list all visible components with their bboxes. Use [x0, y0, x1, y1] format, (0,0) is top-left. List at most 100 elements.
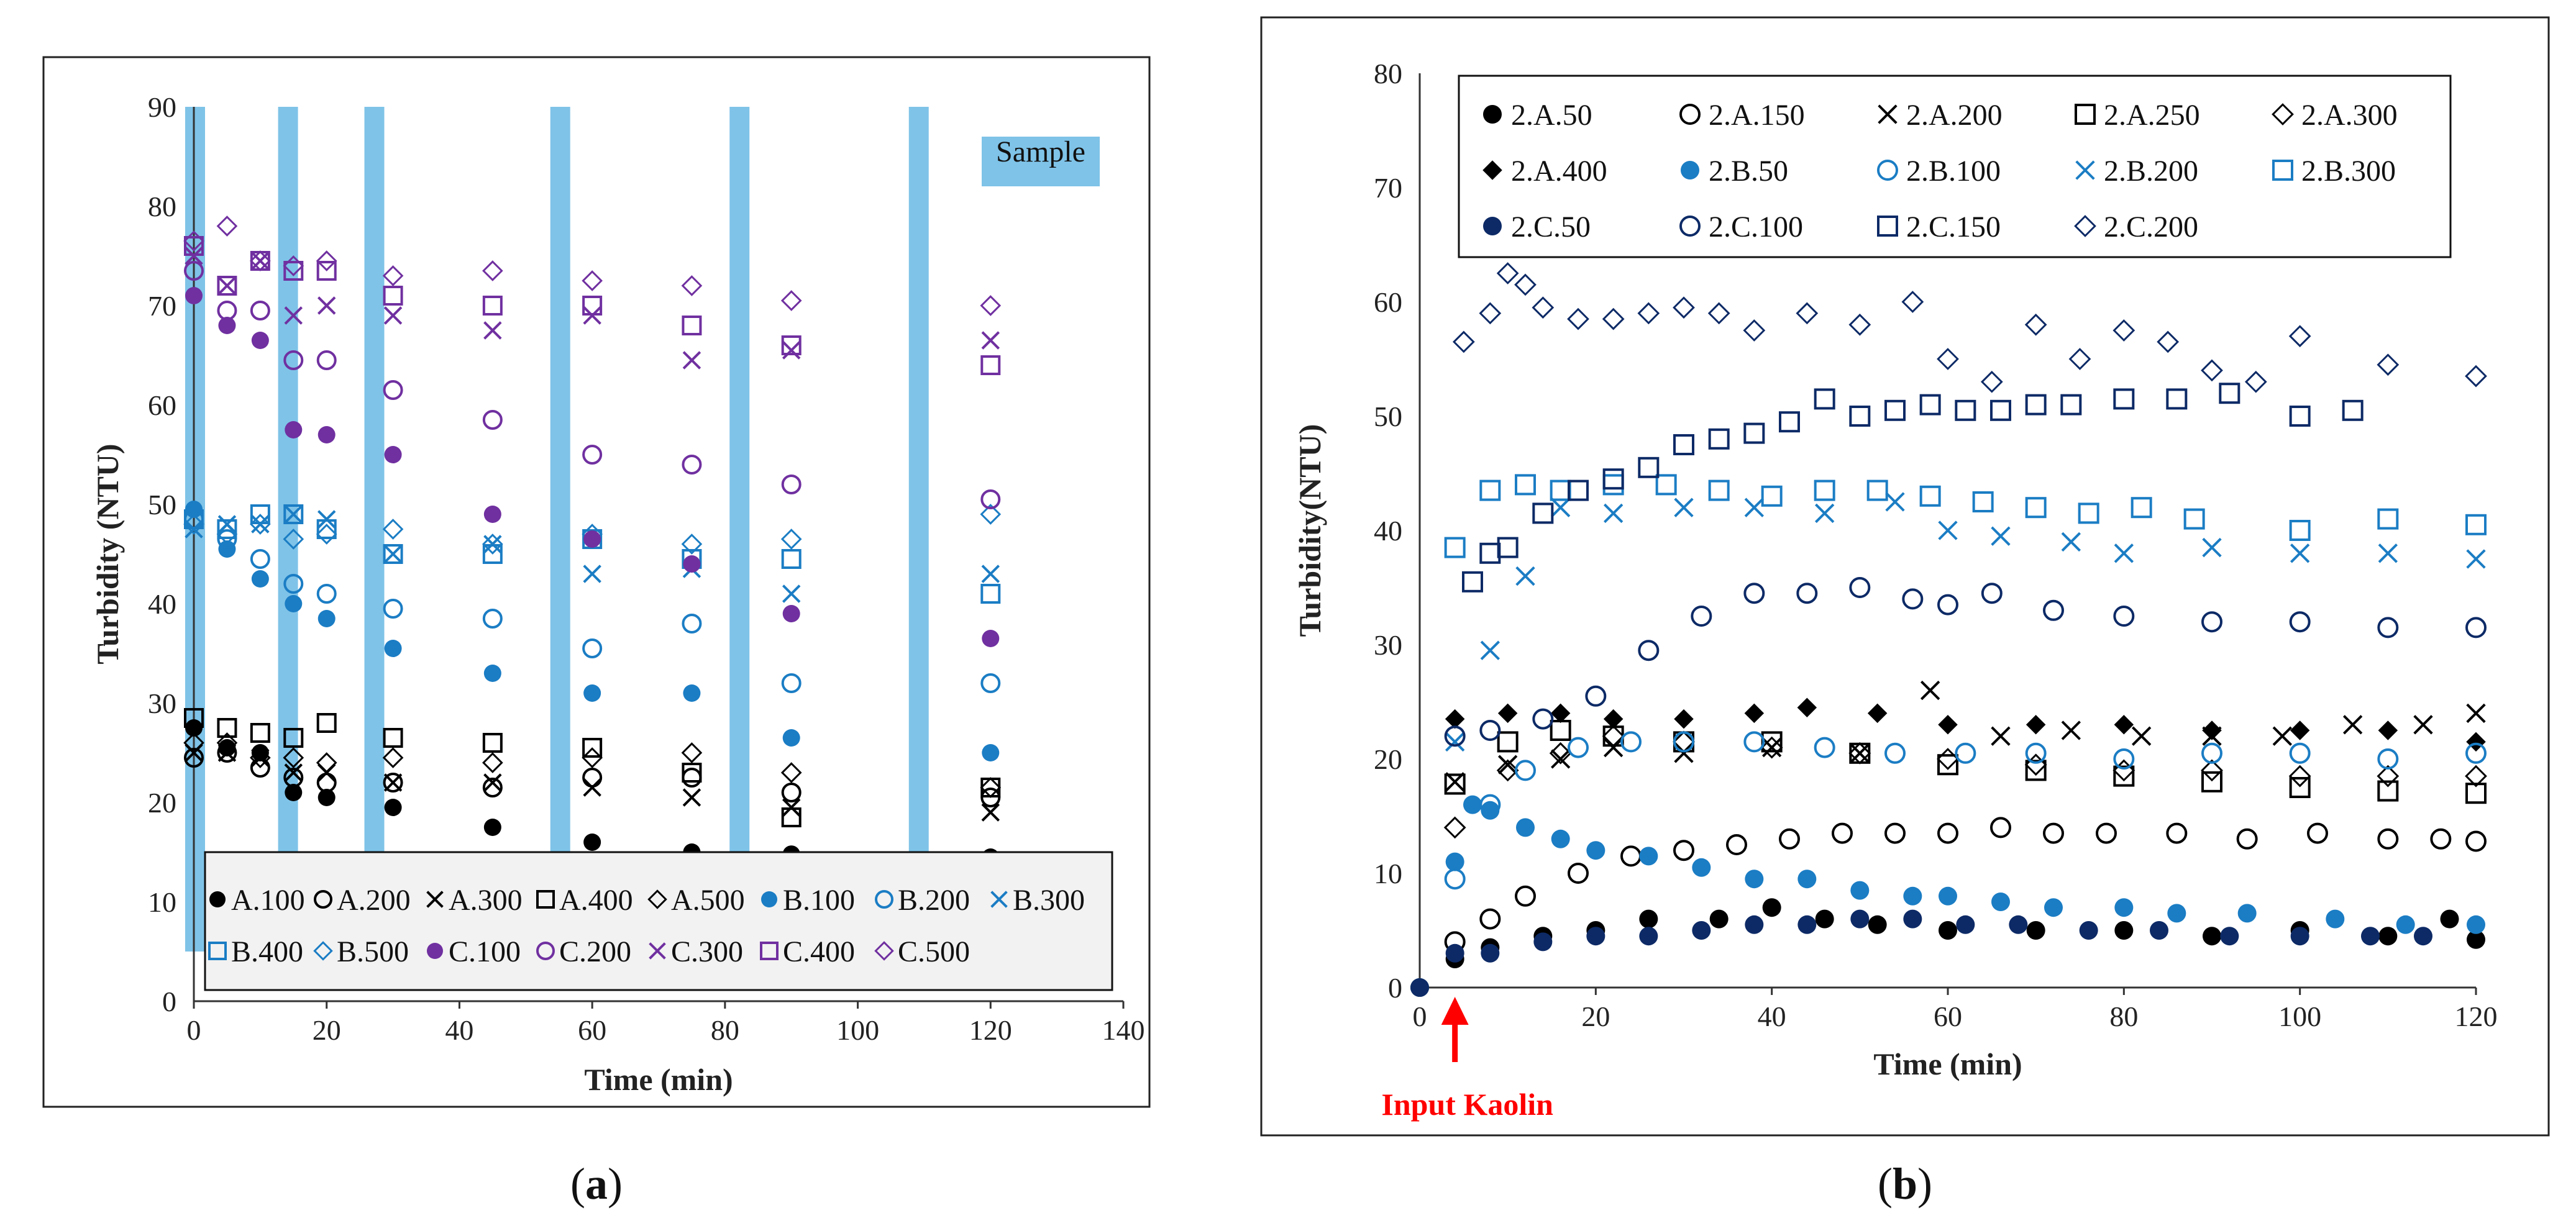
point-2-c-150: [1532, 502, 1554, 524]
point-b-200: [682, 614, 702, 634]
point-2-a-150: [2236, 828, 2258, 850]
point-2-a-200: [1551, 749, 1571, 769]
legend-marker-2-a-250: [2075, 104, 2096, 125]
legend-marker-2-c-150: [1877, 216, 1898, 237]
point-b-200: [980, 673, 1001, 693]
point-2-b-200: [2202, 537, 2222, 558]
legend-marker-2-a-200: [1878, 104, 1898, 124]
point-2-b-300: [1866, 479, 1888, 501]
legend-entry-c-200: C.200: [536, 935, 631, 968]
point-2-b-200: [1604, 503, 1624, 524]
panel-b-y-ticks: 0 10 20 30 40 50 60 70 80: [1374, 58, 1402, 1004]
point-2-a-150: [2465, 830, 2487, 852]
point-c-300: [682, 351, 701, 370]
point-2-b-50: [1445, 852, 1464, 871]
point-2-a-50: [1709, 909, 1729, 929]
point-2-a-300: [2465, 765, 2487, 788]
legend-label-c-500: C.500: [898, 935, 970, 968]
point-b-400: [283, 504, 304, 524]
point-2-a-400: [2026, 715, 2046, 735]
panel-b-markers: [1410, 262, 2487, 997]
point-b-400: [482, 544, 503, 564]
point-2-a-50: [2467, 930, 2485, 949]
point-2-a-50: [2378, 927, 2398, 946]
legend-label-c-300: C.300: [671, 935, 743, 968]
point-2-b-100: [1743, 731, 1765, 753]
y-tick-label: 80: [148, 191, 176, 222]
x-tick-label: 120: [2455, 1001, 2498, 1032]
point-c-300: [383, 306, 403, 325]
panel-a-caption-letter: a: [585, 1159, 608, 1209]
point-2-b-300: [1479, 479, 1501, 501]
legend-entry-c-100: C.100: [427, 935, 521, 968]
legend-marker-2-b-100: [1877, 160, 1898, 181]
point-2-c-100: [1691, 606, 1712, 627]
legend-entry-2-c-50: 2.C.50: [1483, 211, 1591, 243]
legend-entry-b-100: B.100: [761, 884, 855, 917]
point-c-500: [980, 295, 1002, 316]
legend-marker-2-b-300: [2272, 160, 2293, 181]
legend-marker-b-400: [208, 942, 227, 960]
point-2-b-50: [2167, 904, 2186, 923]
point-2-c-50: [1850, 909, 1870, 929]
point-2-a-300: [2201, 759, 2223, 782]
sample-bar: [364, 107, 385, 952]
legend-marker-a-400: [536, 890, 555, 909]
y-tick-label: 10: [148, 886, 176, 918]
point-2-a-250: [1497, 731, 1519, 753]
point-c-500: [681, 275, 703, 296]
panel-b-x-ticks: 0 20 40 60 80 100 120: [1413, 988, 2498, 1032]
point-2-a-400: [1497, 703, 1518, 724]
legend-marker-b-300: [990, 891, 1008, 908]
point-2-a-150: [1479, 908, 1501, 930]
point-b-200: [316, 584, 337, 604]
x-tick-label: 40: [1758, 1001, 1786, 1032]
point-b-400: [217, 519, 237, 539]
point-c-500: [780, 290, 802, 311]
point-c-400: [383, 286, 403, 306]
point-a-400: [682, 763, 702, 783]
point-2-a-200: [2272, 726, 2292, 746]
point-b-200: [582, 638, 603, 658]
panel-b-legend-entries: 2.A.50 2.A.150 2.A.200 2.A.250 2.A.300 2.A.40…: [1482, 99, 2398, 243]
point-b-500: [681, 534, 703, 555]
point-2-b-300: [2465, 514, 2487, 535]
legend-label-a-200: A.200: [337, 884, 411, 917]
point-2-a-400: [1445, 709, 1465, 729]
point-2-b-200: [1938, 520, 1958, 540]
point-2-b-100: [1479, 794, 1501, 815]
point-a-100: [483, 819, 501, 836]
point-2-c-50: [1586, 927, 1605, 946]
point-2-a-200: [1850, 743, 1870, 763]
legend-entry-2-a-400: 2.A.400: [1482, 155, 1607, 188]
legend-entry-a-300: A.300: [426, 884, 523, 917]
point-2-c-200: [2024, 313, 2047, 336]
point-2-c-150: [2025, 394, 2047, 416]
point-c-300: [217, 276, 237, 295]
point-b-500: [183, 514, 204, 535]
point-2-c-200: [1901, 291, 1924, 313]
legend-entry-c-300: C.300: [649, 935, 743, 968]
point-2-a-300: [2288, 765, 2311, 788]
legend-marker-a-200: [314, 890, 332, 909]
point-a-300: [682, 788, 701, 807]
point-2-a-400: [1938, 715, 1958, 735]
point-a-400: [482, 733, 503, 753]
panel-a-legend: [204, 851, 1113, 991]
point-c-100: [285, 421, 303, 438]
point-2-c-50: [1745, 915, 1764, 934]
point-2-c-100: [1902, 588, 1924, 610]
point-2-c-50: [2079, 921, 2098, 940]
point-2-a-150: [1779, 828, 1800, 850]
point-2-c-50: [1956, 915, 1975, 934]
point-2-a-50: [1939, 921, 1957, 940]
point-2-b-100: [1444, 868, 1466, 890]
point-a-500: [216, 732, 238, 753]
point-b-100: [483, 665, 501, 682]
legend-entry-2-a-250: 2.A.250: [2075, 99, 2200, 132]
legend-marker-a-300: [426, 891, 444, 908]
legend-entry-b-300: B.300: [990, 884, 1085, 917]
point-2-b-50: [1797, 870, 1817, 889]
point-c-500: [283, 255, 304, 276]
point-c-300: [251, 252, 270, 270]
